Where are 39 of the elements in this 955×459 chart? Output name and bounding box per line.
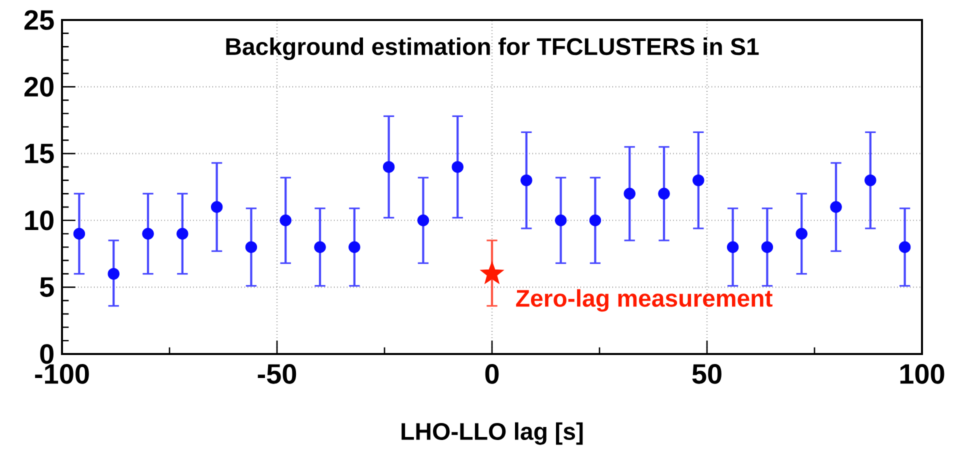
point [108, 268, 120, 280]
x-tick-label: 50 [692, 364, 722, 384]
point [348, 241, 360, 253]
point [520, 174, 532, 186]
point [142, 228, 154, 240]
x-tick-label: 0 [485, 364, 499, 384]
point [864, 174, 876, 186]
annotation: Zero-lag measurement [516, 289, 772, 312]
y-tick-label: 25 [24, 10, 54, 30]
x-axis-title: LHO-LLO lag [s] [402, 422, 583, 445]
point [280, 214, 292, 226]
point [761, 241, 774, 253]
point [452, 161, 464, 173]
x-tick-label: 100 [900, 364, 944, 384]
point [624, 188, 636, 200]
point [480, 261, 504, 284]
text: Background estimation for TFCLUSTERS in S1 [226, 37, 759, 60]
point [658, 188, 670, 200]
y-tick-label: 5 [40, 277, 54, 297]
point [898, 241, 911, 253]
y-tick-label: 10 [25, 210, 54, 230]
point [210, 201, 223, 213]
point [589, 214, 602, 226]
point [245, 241, 258, 253]
y-tick-label: 0 [40, 344, 54, 364]
x-tick-label: -100 [35, 364, 89, 384]
point [417, 214, 430, 226]
y-tick-label: 15 [25, 144, 54, 164]
point [73, 228, 86, 240]
point [554, 214, 567, 226]
y-tick-label: 20 [24, 76, 54, 97]
point [314, 241, 326, 253]
point [176, 228, 188, 240]
point [830, 201, 842, 213]
point [692, 174, 704, 186]
point [796, 228, 808, 240]
x-tick-label: -50 [258, 364, 296, 384]
point [726, 241, 739, 253]
point [382, 161, 395, 173]
